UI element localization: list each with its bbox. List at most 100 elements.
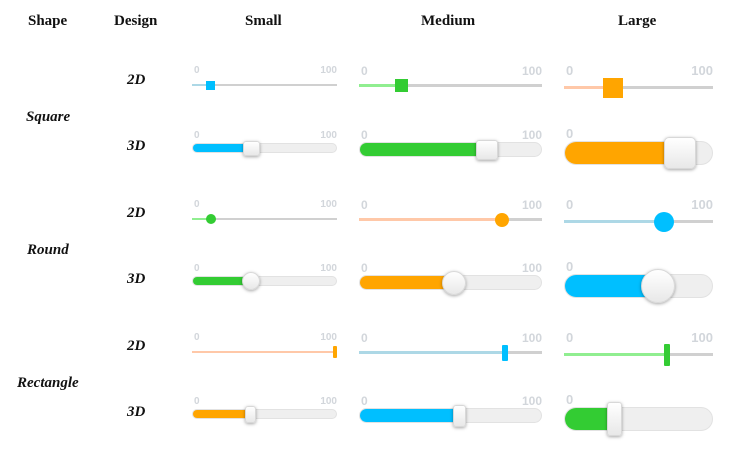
slider-max-label: 100: [691, 63, 713, 78]
design-label-3d: 3D: [127, 138, 146, 154]
slider-max-label: 100: [320, 199, 337, 210]
slider-rect-3d-large[interactable]: 0: [564, 392, 713, 436]
slider-max-label: 100: [320, 130, 337, 141]
slider-track[interactable]: [564, 407, 713, 431]
slider-track[interactable]: [359, 218, 542, 221]
slider-track[interactable]: [359, 142, 542, 157]
slider-fill: [564, 86, 614, 89]
design-label-3d: 3D: [127, 271, 146, 287]
slider-thumb[interactable]: [476, 139, 499, 160]
slider-max-label: 100: [320, 65, 337, 76]
slider-thumb[interactable]: [333, 346, 337, 358]
slider-fill: [359, 84, 402, 87]
slider-fill: [193, 277, 253, 285]
slider-min-label: 0: [194, 263, 200, 274]
slider-thumb[interactable]: [242, 272, 261, 290]
slider-min-label: 0: [361, 128, 368, 142]
design-label-2d: 2D: [127, 338, 146, 354]
shape-label-square: Square: [26, 109, 71, 125]
slider-thumb[interactable]: [494, 212, 509, 227]
slider-square-3d-medium[interactable]: 0 100: [359, 129, 542, 169]
slider-track[interactable]: [192, 351, 337, 353]
slider-round-3d-small[interactable]: 0 100: [192, 262, 337, 302]
slider-max-label: 100: [691, 197, 713, 212]
slider-fill: [565, 408, 616, 430]
slider-max-label: 100: [521, 331, 542, 345]
slider-thumb[interactable]: [603, 77, 624, 98]
slider-thumb[interactable]: [663, 343, 670, 366]
slider-thumb[interactable]: [502, 344, 509, 361]
slider-fill: [565, 142, 682, 164]
slider-fill: [360, 409, 461, 422]
slider-rect-2d-large[interactable]: 0 100: [564, 329, 713, 369]
slider-fill: [565, 275, 659, 297]
slider-fill: [359, 351, 506, 354]
slider-rect-2d-medium[interactable]: 0 100: [359, 329, 542, 369]
slider-thumb[interactable]: [242, 140, 260, 156]
slider-square-2d-large[interactable]: 0 100: [564, 62, 713, 102]
header-large: Large: [618, 13, 657, 29]
slider-square-3d-small[interactable]: 0 100: [192, 129, 337, 169]
slider-min-label: 0: [194, 130, 200, 141]
slider-thumb[interactable]: [394, 79, 408, 92]
slider-thumb[interactable]: [640, 269, 675, 303]
slider-thumb[interactable]: [664, 137, 697, 169]
slider-max-label: 100: [521, 261, 542, 275]
slider-round-2d-small[interactable]: 0 100: [192, 196, 337, 236]
slider-min-label: 0: [566, 126, 574, 141]
slider-track[interactable]: [192, 276, 337, 286]
slider-square-2d-small[interactable]: 0 100: [192, 62, 337, 102]
slider-square-2d-medium[interactable]: 0 100: [359, 62, 542, 102]
slider-track[interactable]: [359, 408, 542, 423]
slider-round-3d-medium[interactable]: 0 100: [359, 262, 542, 302]
header-design: Design: [114, 13, 158, 29]
slider-square-3d-large[interactable]: 0: [564, 126, 713, 169]
slider-rect-2d-small[interactable]: 0 100: [192, 329, 337, 369]
slider-min-label: 0: [566, 392, 574, 407]
slider-min-label: 0: [566, 259, 574, 274]
slider-round-2d-medium[interactable]: 0 100: [359, 196, 542, 236]
slider-min-label: 0: [361, 394, 368, 408]
slider-thumb[interactable]: [653, 211, 674, 232]
slider-min-label: 0: [361, 64, 368, 78]
shape-label-round: Round: [27, 242, 69, 258]
slider-track[interactable]: [192, 218, 337, 220]
slider-min-label: 0: [194, 65, 200, 76]
slider-track[interactable]: [192, 409, 337, 419]
slider-track[interactable]: [359, 84, 542, 87]
slider-max-label: 100: [320, 332, 337, 343]
header-small: Small: [245, 13, 282, 29]
slider-thumb[interactable]: [205, 214, 216, 224]
slider-round-2d-large[interactable]: 0 100: [564, 196, 713, 236]
slider-thumb[interactable]: [453, 404, 467, 427]
slider-min-label: 0: [361, 198, 368, 212]
slider-track[interactable]: [192, 143, 337, 153]
slider-min-label: 0: [194, 396, 200, 407]
slider-max-label: 100: [521, 64, 542, 78]
slider-track[interactable]: [564, 274, 713, 298]
slider-track[interactable]: [192, 84, 337, 86]
slider-round-3d-large[interactable]: 0: [564, 259, 713, 303]
slider-fill: [192, 351, 337, 353]
slider-max-label: 100: [521, 198, 542, 212]
slider-thumb[interactable]: [206, 80, 216, 90]
slider-fill: [193, 410, 251, 418]
slider-min-label: 0: [566, 197, 574, 212]
slider-thumb[interactable]: [244, 405, 256, 423]
slider-rect-3d-medium[interactable]: 0 100: [359, 395, 542, 435]
slider-track[interactable]: [564, 86, 713, 89]
slider-max-label: 100: [320, 263, 337, 274]
slider-thumb[interactable]: [607, 402, 623, 436]
slider-fill: [360, 276, 456, 289]
slider-track[interactable]: [564, 353, 713, 356]
slider-track[interactable]: [359, 351, 542, 354]
slider-fill: [360, 143, 489, 156]
slider-fill: [564, 353, 667, 356]
slider-fill: [192, 84, 211, 86]
slider-max-label: 100: [521, 394, 542, 408]
slider-rect-3d-small[interactable]: 0 100: [192, 395, 337, 435]
slider-track[interactable]: [564, 220, 713, 223]
slider-min-label: 0: [194, 199, 200, 210]
slider-fill: [564, 220, 664, 223]
slider-thumb[interactable]: [442, 270, 467, 295]
